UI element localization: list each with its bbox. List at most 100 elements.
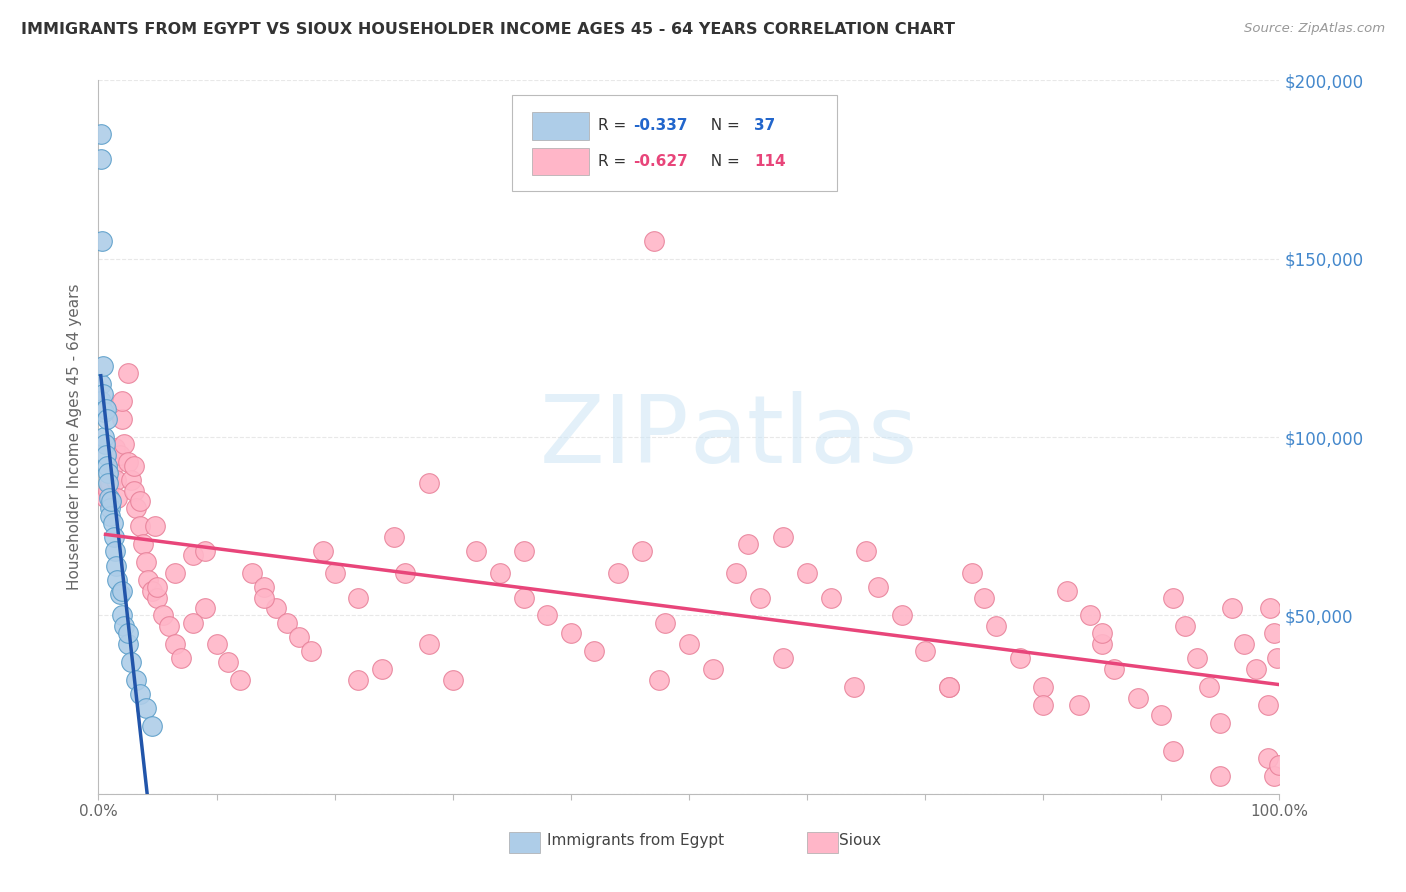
Point — [108, 448, 131, 462]
Point — [1161, 591, 1184, 605]
Point — [1233, 637, 1256, 651]
Point — [536, 608, 558, 623]
Point — [128, 519, 150, 533]
Point — [654, 615, 676, 630]
Point — [125, 673, 148, 687]
Point — [98, 501, 121, 516]
Point — [299, 644, 322, 658]
Point — [1257, 751, 1279, 765]
Text: 114: 114 — [754, 154, 786, 169]
Point — [1220, 601, 1243, 615]
Point — [1263, 626, 1285, 640]
Point — [117, 366, 139, 380]
Point — [94, 448, 117, 462]
Point — [98, 508, 121, 523]
Point — [702, 662, 724, 676]
FancyBboxPatch shape — [807, 831, 838, 853]
Point — [512, 591, 534, 605]
Point — [890, 608, 912, 623]
Point — [1032, 698, 1054, 712]
Point — [973, 591, 995, 605]
Point — [984, 619, 1007, 633]
FancyBboxPatch shape — [531, 112, 589, 139]
Point — [91, 387, 114, 401]
Point — [1091, 637, 1114, 651]
Point — [1126, 690, 1149, 705]
Text: ZIP: ZIP — [540, 391, 689, 483]
Point — [648, 673, 671, 687]
Point — [101, 458, 124, 473]
Point — [141, 719, 163, 733]
Point — [136, 573, 159, 587]
Point — [264, 601, 287, 615]
Point — [347, 673, 370, 687]
Point — [1174, 619, 1197, 633]
Point — [104, 544, 127, 558]
Text: N =: N = — [700, 154, 744, 169]
Point — [97, 483, 120, 498]
Point — [121, 655, 143, 669]
Point — [323, 566, 346, 580]
Point — [418, 476, 440, 491]
Point — [141, 583, 163, 598]
Point — [866, 580, 889, 594]
Point — [1257, 698, 1279, 712]
Point — [253, 591, 276, 605]
Point — [1268, 758, 1291, 772]
Point — [772, 651, 794, 665]
Text: Sioux: Sioux — [839, 833, 882, 847]
Point — [91, 359, 114, 373]
Point — [382, 530, 405, 544]
Point — [748, 591, 770, 605]
Text: R =: R = — [598, 119, 631, 134]
Point — [90, 394, 112, 409]
Text: -0.337: -0.337 — [634, 119, 688, 134]
Point — [90, 127, 112, 141]
Point — [112, 619, 135, 633]
Point — [288, 630, 311, 644]
Point — [112, 437, 135, 451]
Point — [1091, 626, 1114, 640]
Point — [117, 626, 139, 640]
Point — [152, 608, 174, 623]
Point — [725, 566, 748, 580]
Point — [125, 501, 148, 516]
Point — [1258, 601, 1281, 615]
Point — [1032, 680, 1054, 694]
Point — [737, 537, 759, 551]
Point — [772, 530, 794, 544]
Point — [132, 537, 155, 551]
Point — [105, 491, 128, 505]
Point — [111, 583, 134, 598]
Point — [643, 234, 665, 248]
Point — [135, 701, 157, 715]
Point — [94, 491, 117, 505]
Point — [441, 673, 464, 687]
Point — [240, 566, 263, 580]
FancyBboxPatch shape — [531, 148, 589, 175]
Point — [1265, 651, 1288, 665]
Point — [1161, 744, 1184, 758]
Point — [194, 601, 217, 615]
Point — [1150, 708, 1173, 723]
Point — [96, 412, 118, 426]
Point — [1209, 769, 1232, 783]
Point — [1008, 651, 1031, 665]
Point — [1244, 662, 1267, 676]
Point — [583, 644, 606, 658]
Point — [607, 566, 630, 580]
Point — [91, 401, 114, 416]
Point — [1102, 662, 1125, 676]
Point — [105, 558, 128, 573]
Point — [100, 494, 122, 508]
Point — [1198, 680, 1220, 694]
Point — [165, 566, 187, 580]
Point — [276, 615, 298, 630]
Point — [111, 412, 134, 426]
Point — [165, 637, 187, 651]
Point — [229, 673, 252, 687]
Point — [560, 626, 582, 640]
Point — [157, 619, 180, 633]
Point — [796, 566, 818, 580]
Point — [90, 152, 112, 166]
